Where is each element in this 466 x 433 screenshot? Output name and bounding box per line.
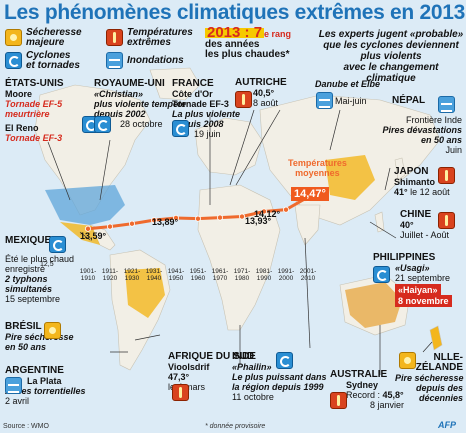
event-usa: ÉTATS-UNIS Moore Tornade EF-5 meurtrière…	[5, 78, 64, 144]
thermometer-icon	[438, 212, 455, 229]
page-title: Les phénomènes climatiques extrêmes en 2…	[4, 1, 465, 24]
event-uk: ROYAUME-UNI «Christian» plus violente te…	[94, 78, 187, 130]
chart-axis-min-label: 12,5	[40, 261, 54, 268]
greenland-shape	[149, 67, 201, 101]
event-austria: AUTRICHE 40,5° 8 août	[235, 77, 287, 109]
legend-drought: Sécheresse majeure	[26, 27, 82, 48]
haiyan-badge: «Haiyan»	[395, 284, 441, 296]
flood-icon	[316, 92, 333, 109]
event-new-zealand: NLLE- ZÉLANDE Pire sécheresse depuis des…	[395, 352, 464, 404]
x-tick-label: 2001- 2010	[299, 268, 317, 282]
x-tick-label: 1901- 1910	[79, 268, 97, 282]
event-france: FRANCE Côte d'Or Tornade EF-3 La plus vi…	[172, 78, 241, 140]
rank-badge: 2013 : 7	[205, 24, 265, 41]
event-australia: AUSTRALIE Sydney Record : 45,8° 8 janvie…	[330, 369, 405, 411]
temp-label-1981: 14,12°	[254, 209, 281, 219]
event-danube: Danube et Elbe Mai-juin	[315, 79, 381, 106]
north-america-shape	[34, 84, 151, 216]
afp-logo: AFP	[438, 420, 456, 430]
legend-temperatures: Températures extrêmes	[127, 27, 193, 48]
temperature-point	[107, 223, 114, 230]
temperature-point	[260, 208, 267, 215]
sun-icon	[5, 29, 22, 46]
cyclone-icon	[276, 352, 293, 369]
temp-title: Températures moyennes	[288, 158, 347, 178]
event-india: INDE «Phailin» Le plus puissant dans la …	[232, 351, 327, 403]
footnote: * donnée provisoire	[205, 423, 266, 430]
temperature-point	[172, 214, 179, 221]
sun-icon	[399, 352, 416, 369]
flood-icon	[438, 96, 455, 113]
temperature-point	[282, 206, 289, 213]
temperature-point	[85, 225, 92, 232]
china-highlight	[325, 155, 375, 200]
cyclone-icon	[5, 52, 22, 69]
cyclone-icon	[49, 236, 66, 253]
x-tick-label: 1961- 1970	[211, 268, 229, 282]
japan-shape	[394, 157, 406, 181]
temperature-point	[128, 220, 135, 227]
event-argentina: ARGENTINE La Plata Pluies torrentielles …	[5, 365, 86, 407]
event-nepal-detail: Frontière Inde Pires dévastations en 50 …	[382, 115, 462, 155]
x-tick-label: 1981- 1990	[255, 268, 273, 282]
temperature-point	[194, 215, 201, 222]
x-tick-label: 1941- 1950	[167, 268, 185, 282]
temp-label-1931: 13,89°	[152, 217, 179, 227]
legend-floods: Inondations	[127, 55, 184, 66]
event-mexico: MEXIQUE Été le plus chaud enregistré 2 t…	[5, 235, 75, 305]
new-zealand-shape	[429, 325, 443, 351]
brazil-highlight	[125, 268, 165, 318]
australia-highlight	[345, 282, 402, 328]
thermometer-icon	[172, 384, 189, 401]
temp-last-value: 14,47°	[291, 184, 329, 202]
cyclone-icon	[373, 266, 390, 283]
africa-shape	[197, 184, 281, 331]
temp-label-1971: 13,93°	[245, 216, 272, 226]
cyclone-icon	[172, 120, 189, 137]
flood-icon	[5, 377, 22, 394]
event-nepal: NÉPAL	[392, 95, 426, 106]
europe-shape	[194, 117, 263, 176]
legend-cyclones: Cyclones et tornades	[26, 50, 80, 71]
experts-note: Les experts jugent «probable» que les cy…	[318, 29, 464, 84]
sun-icon	[44, 322, 61, 339]
x-tick-label: 1931- 1940	[145, 268, 163, 282]
india-shape	[294, 204, 321, 246]
thermometer-icon	[330, 392, 347, 409]
event-japan: JAPON Shimanto 41° le 12 août	[394, 166, 450, 198]
flood-icon	[106, 52, 123, 69]
event-philippines: PHILIPPINES «Usagi» 21 septembre «Haiyan…	[373, 252, 452, 307]
x-tick-label: 1971- 1980	[233, 268, 251, 282]
thermometer-icon	[106, 29, 123, 46]
x-tick-label: 1911- 1920	[101, 268, 119, 282]
legend: Sécheresse majeure Températures extrêmes C…	[2, 27, 202, 72]
x-tick-label: 1991- 2000	[277, 268, 295, 282]
temperature-point	[150, 217, 157, 224]
temperature-point	[238, 213, 245, 220]
temp-label-1901: 13,59°	[80, 231, 107, 241]
event-brazil: BRÉSIL Pire sécheresse en 50 ans	[5, 321, 74, 353]
cyclone-icon	[94, 116, 111, 133]
source-credit: Source : WMO	[3, 423, 49, 430]
x-tick-label: 1951- 1960	[189, 268, 207, 282]
thermometer-icon	[438, 167, 455, 184]
usa-highlight	[45, 185, 125, 225]
x-tick-label: 1921- 1930	[123, 268, 141, 282]
event-china: CHINE 40° Juillet - Août	[400, 209, 450, 241]
temperature-point	[216, 214, 223, 221]
thermometer-icon	[235, 91, 252, 108]
